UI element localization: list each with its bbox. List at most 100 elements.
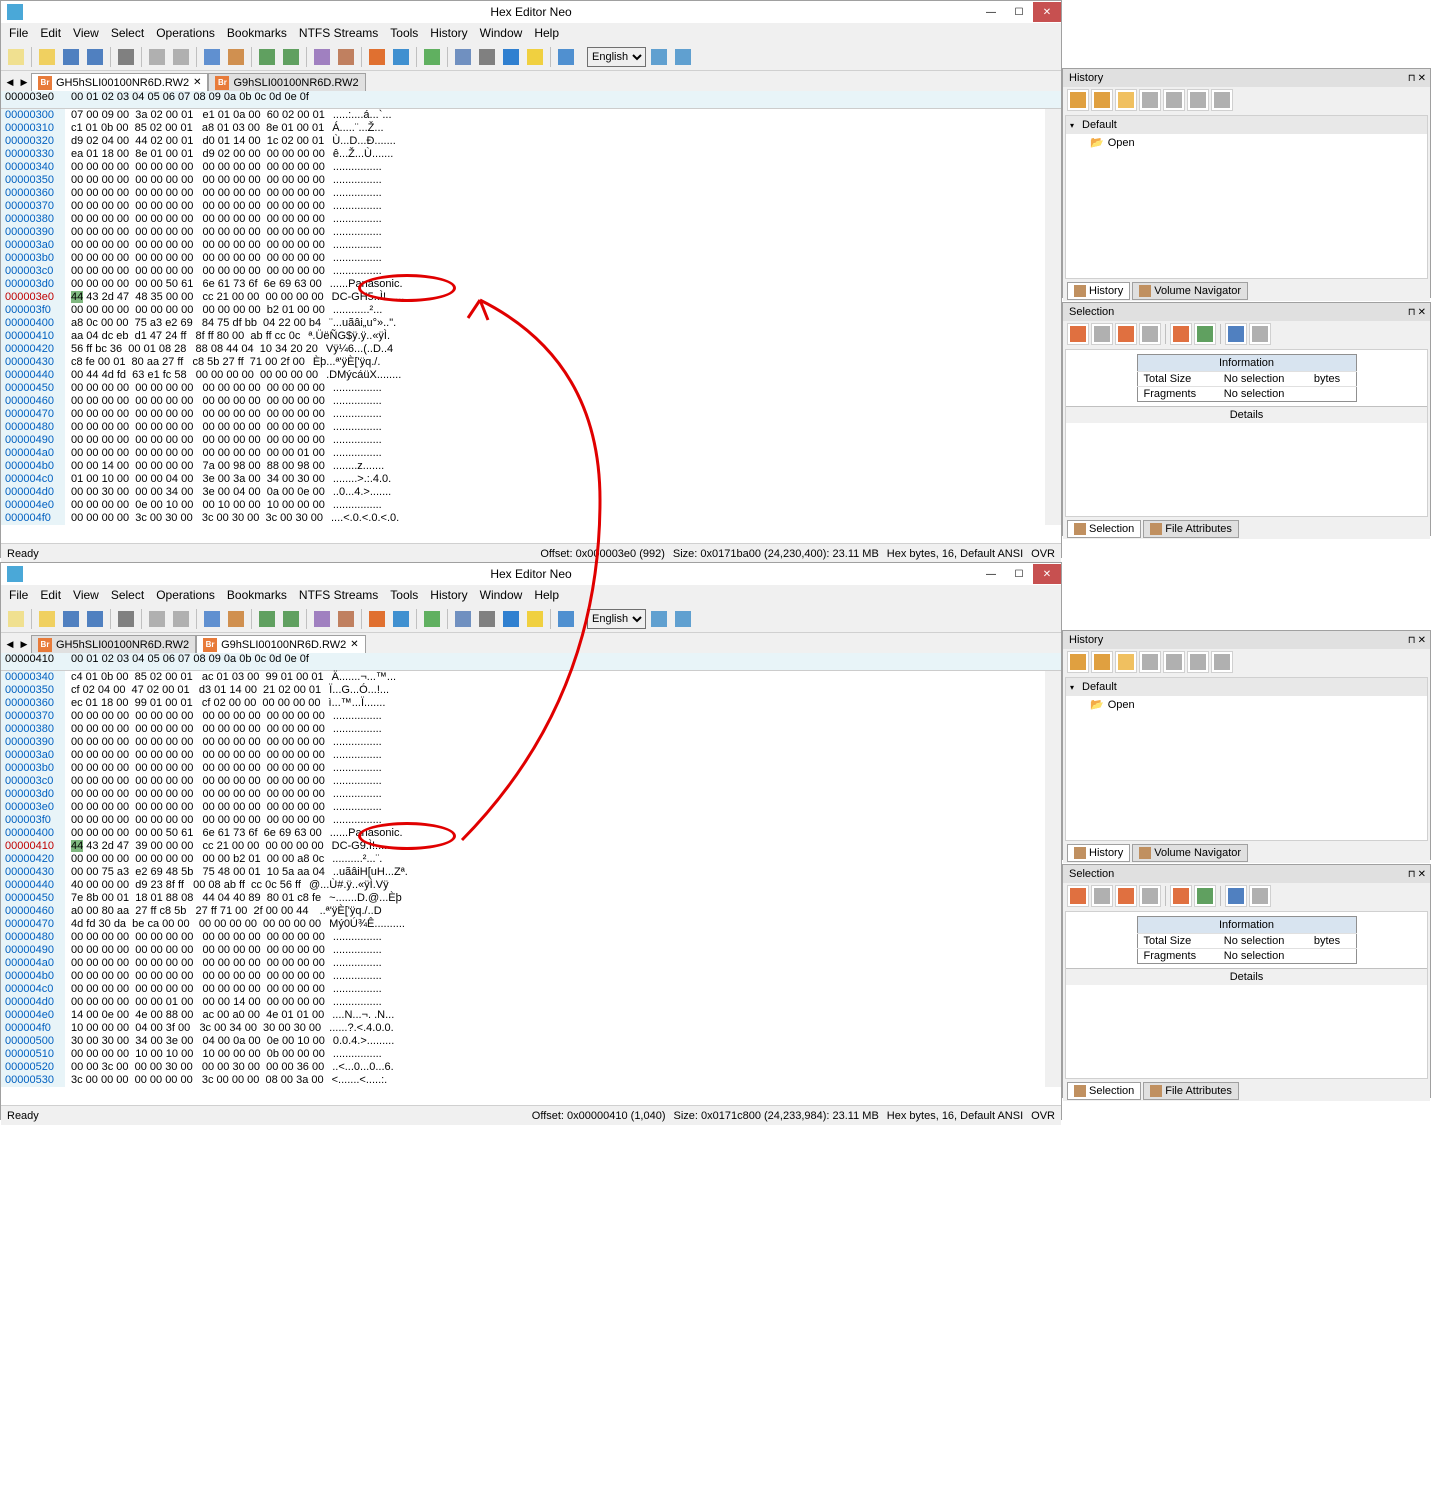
goto-icon[interactable] <box>390 608 412 630</box>
panel-tab[interactable]: History <box>1067 844 1130 862</box>
hex-row[interactable]: 00000330ea 01 18 00 8e 01 00 01 d9 02 00… <box>1 148 1061 161</box>
hex-row[interactable]: 0000050030 00 30 00 34 00 3e 00 04 00 0a… <box>1 1035 1061 1048</box>
hex-view[interactable]: 00000410 00 01 02 03 04 05 06 07 08 09 0… <box>1 653 1061 1105</box>
goto-icon[interactable] <box>390 46 412 68</box>
hex-row[interactable]: 000003c000 00 00 00 00 00 00 00 00 00 00… <box>1 775 1061 788</box>
hex-row[interactable]: 000004f010 00 00 00 04 00 3f 00 3c 00 34… <box>1 1022 1061 1035</box>
panel-tab[interactable]: Volume Navigator <box>1132 282 1248 300</box>
hex-row[interactable]: 0000048000 00 00 00 00 00 00 00 00 00 00… <box>1 931 1061 944</box>
titlebar[interactable]: Hex Editor Neo — ☐ ✕ <box>1 563 1061 585</box>
menu-help[interactable]: Help <box>534 588 559 602</box>
file-tab[interactable]: BrGH5hSLI00100NR6D.RW2✕ <box>31 73 208 91</box>
hex-row[interactable]: 000004f000 00 00 00 3c 00 30 00 3c 00 30… <box>1 512 1061 525</box>
close-icon[interactable]: ✕ <box>1418 869 1426 880</box>
find-next-icon[interactable] <box>280 608 302 630</box>
hex-row[interactable]: 0000037000 00 00 00 00 00 00 00 00 00 00… <box>1 710 1061 723</box>
menu-view[interactable]: View <box>73 588 99 602</box>
hex-row[interactable]: 000003f000 00 00 00 00 00 00 00 00 00 00… <box>1 814 1061 827</box>
sel-misc-icon[interactable] <box>1249 323 1271 345</box>
close-button[interactable]: ✕ <box>1033 2 1061 22</box>
fill-icon[interactable] <box>311 46 333 68</box>
language-select[interactable]: English <box>587 609 646 629</box>
history-item[interactable]: 📂Open <box>1066 696 1427 713</box>
sel-save-icon[interactable] <box>1170 885 1192 907</box>
hex-row[interactable]: 00000350cf 02 04 00 47 02 00 01 d3 01 14… <box>1 684 1061 697</box>
fill-icon[interactable] <box>311 608 333 630</box>
hex-row[interactable]: 0000040000 00 00 00 00 00 50 61 6e 61 73… <box>1 827 1061 840</box>
minimize-button[interactable]: — <box>977 2 1005 22</box>
find-next-icon[interactable] <box>280 46 302 68</box>
vertical-scrollbar[interactable] <box>1045 671 1061 1087</box>
structure-icon[interactable] <box>452 608 474 630</box>
panel-tab[interactable]: File Attributes <box>1143 1082 1239 1100</box>
menu-select[interactable]: Select <box>111 588 144 602</box>
nav-fwd-icon[interactable] <box>1091 651 1113 673</box>
hex-row[interactable]: 00000340c4 01 0b 00 85 02 00 01 ac 01 03… <box>1 671 1061 684</box>
tab-nav[interactable]: ▶ <box>17 635 31 653</box>
menu-history[interactable]: History <box>430 26 467 40</box>
print-icon[interactable] <box>115 608 137 630</box>
maximize-button[interactable]: ☐ <box>1005 564 1033 584</box>
paste-icon[interactable] <box>225 46 247 68</box>
hex-row[interactable]: 0000045000 00 00 00 00 00 00 00 00 00 00… <box>1 382 1061 395</box>
tab-close-icon[interactable]: ✕ <box>193 77 201 88</box>
clear-icon[interactable] <box>1187 651 1209 673</box>
pin-icon[interactable]: ⊓ <box>1408 73 1416 84</box>
hex-row[interactable]: 0000035000 00 00 00 00 00 00 00 00 00 00… <box>1 174 1061 187</box>
nav-icon[interactable] <box>1115 651 1137 673</box>
hex-view[interactable]: 000003e0 00 01 02 03 04 05 06 07 08 09 0… <box>1 91 1061 543</box>
undo-icon[interactable] <box>146 608 168 630</box>
copy-icon[interactable] <box>201 608 223 630</box>
hex-row[interactable]: 0000038000 00 00 00 00 00 00 00 00 00 00… <box>1 213 1061 226</box>
paste-icon[interactable] <box>225 608 247 630</box>
hex-row[interactable]: 0000042056 ff bc 36 00 01 08 28 88 08 44… <box>1 343 1061 356</box>
hex-row[interactable]: 000004507e 8b 00 01 18 01 88 08 44 04 40… <box>1 892 1061 905</box>
hex-row[interactable]: 0000034000 00 00 00 00 00 00 00 00 00 00… <box>1 161 1061 174</box>
close-icon[interactable]: ✕ <box>1418 635 1426 646</box>
refresh-icon[interactable] <box>1163 651 1185 673</box>
history-group[interactable]: Default <box>1066 116 1427 134</box>
hex-row[interactable]: 000004a000 00 00 00 00 00 00 00 00 00 00… <box>1 957 1061 970</box>
bookmark-icon[interactable] <box>366 608 388 630</box>
hex-row[interactable]: 000004e000 00 00 00 0e 00 10 00 00 10 00… <box>1 499 1061 512</box>
menu-tools[interactable]: Tools <box>390 588 418 602</box>
menu-bookmarks[interactable]: Bookmarks <box>227 588 287 602</box>
hex-row[interactable]: 0000036000 00 00 00 00 00 00 00 00 00 00… <box>1 187 1061 200</box>
vertical-scrollbar[interactable] <box>1045 109 1061 525</box>
hex-row[interactable]: 0000039000 00 00 00 00 00 00 00 00 00 00… <box>1 226 1061 239</box>
menu-history[interactable]: History <box>430 588 467 602</box>
hex-row[interactable]: 0000041044 43 2d 47 39 00 00 00 cc 21 00… <box>1 840 1061 853</box>
history-item[interactable]: 📂Open <box>1066 134 1427 151</box>
close-button[interactable]: ✕ <box>1033 564 1061 584</box>
hex-row[interactable]: 00000360ec 01 18 00 99 01 00 01 cf 02 00… <box>1 697 1061 710</box>
maximize-button[interactable]: ☐ <box>1005 2 1033 22</box>
nav-back-icon[interactable] <box>1067 89 1089 111</box>
sel-all-icon[interactable] <box>1067 323 1089 345</box>
save-all-icon[interactable] <box>84 46 106 68</box>
open-icon[interactable] <box>36 46 58 68</box>
details-header[interactable]: Details <box>1066 406 1427 423</box>
hex-row[interactable]: 000005303c 00 00 00 00 00 00 00 3c 00 00… <box>1 1074 1061 1087</box>
nav-back-icon[interactable] <box>1067 651 1089 673</box>
globe-icon[interactable] <box>648 46 670 68</box>
menu-window[interactable]: Window <box>480 588 523 602</box>
sel-misc-icon[interactable] <box>1249 885 1271 907</box>
hex-row[interactable]: 000004c001 00 10 00 00 00 04 00 3e 00 3a… <box>1 473 1061 486</box>
hex-row[interactable]: 00000430c8 fe 00 01 80 aa 27 ff c8 5b 27… <box>1 356 1061 369</box>
hex-row[interactable]: 000004c000 00 00 00 00 00 00 00 00 00 00… <box>1 983 1061 996</box>
language-select[interactable]: English <box>587 47 646 67</box>
panel-tab[interactable]: File Attributes <box>1143 520 1239 538</box>
menu-operations[interactable]: Operations <box>156 588 215 602</box>
hex-row[interactable]: 000003e000 00 00 00 00 00 00 00 00 00 00… <box>1 801 1061 814</box>
hex-row[interactable]: 0000037000 00 00 00 00 00 00 00 00 00 00… <box>1 200 1061 213</box>
hex-row[interactable]: 00000460a0 00 80 aa 27 ff c8 5b 27 ff 71… <box>1 905 1061 918</box>
menu-operations[interactable]: Operations <box>156 26 215 40</box>
panel-tab[interactable]: Selection <box>1067 1082 1141 1100</box>
minimize-button[interactable]: — <box>977 564 1005 584</box>
hex-row[interactable]: 000003e044 43 2d 47 48 35 00 00 cc 21 00… <box>1 291 1061 304</box>
insert-icon[interactable] <box>335 46 357 68</box>
sel-load-icon[interactable] <box>1194 323 1216 345</box>
tab-nav[interactable]: ◀ <box>3 635 17 653</box>
menu-select[interactable]: Select <box>111 26 144 40</box>
save-icon[interactable] <box>60 46 82 68</box>
